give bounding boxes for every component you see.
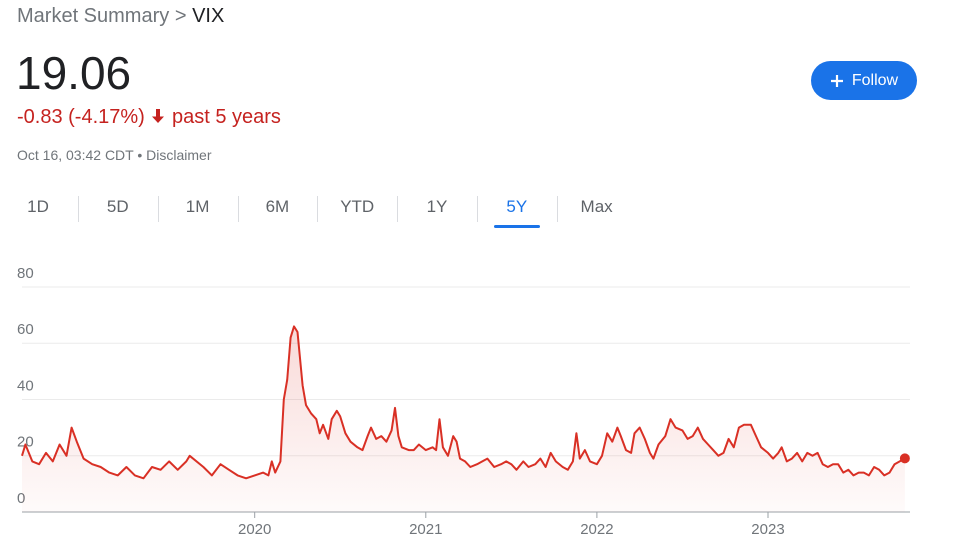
tab[interactable]: 5D — [106, 197, 129, 216]
tab[interactable]: 6M — [265, 197, 290, 216]
tab[interactable]: 1D — [27, 197, 49, 216]
tab-separator — [157, 196, 159, 222]
tab-underline — [493, 225, 540, 228]
change: -0.83 (-4.17%) — [17, 106, 145, 128]
tab-separator — [477, 196, 478, 222]
timestamp: Oct 16, 03:42 CDT — [17, 147, 134, 163]
y-tick-label: 0 — [17, 490, 25, 507]
tab[interactable]: 1M — [185, 197, 210, 216]
tab[interactable]: 5Y — [506, 197, 528, 216]
tab-separator — [556, 196, 558, 222]
change-period: past 5 years — [171, 106, 281, 128]
tab[interactable]: Max — [580, 197, 613, 216]
timestamp-row: Oct 16, 03:42 CDT • Disclaimer — [17, 147, 212, 163]
follow-label: Follow — [851, 71, 899, 89]
x-tick-label: 2020 — [238, 521, 271, 538]
tab[interactable]: YTD — [340, 197, 375, 216]
down-arrow — [152, 109, 165, 123]
tab-separator — [317, 196, 319, 222]
y-tick-label: 60 — [17, 321, 34, 338]
tab-separator — [237, 196, 239, 222]
line — [21, 325, 906, 480]
breadcrumb-separator: > — [174, 5, 187, 27]
x-tick-label: 2022 — [580, 521, 613, 538]
disclaimer[interactable]: Disclaimer — [146, 147, 212, 163]
last-point — [899, 453, 910, 464]
area — [22, 326, 905, 512]
y-tick-label: 40 — [17, 377, 34, 394]
x-tick-label: 2023 — [751, 521, 784, 538]
price: 19.06 — [16, 47, 132, 99]
follow-button[interactable]: Follow — [811, 61, 917, 100]
tab-separator — [397, 196, 399, 222]
y-tick-label: 20 — [17, 434, 34, 451]
change-row: -0.83 (-4.17%) past 5 years — [17, 106, 281, 129]
x-tick-label: 2021 — [409, 521, 442, 538]
tab[interactable]: 1Y — [426, 197, 448, 216]
bullet: • — [137, 147, 143, 163]
y-tick-label: 80 — [17, 265, 34, 282]
plus-icon — [830, 74, 843, 87]
breadcrumb: Market Summary > VIX — [17, 5, 224, 28]
breadcrumb-current: VIX — [192, 5, 225, 27]
breadcrumb-parent[interactable]: Market Summary — [17, 5, 170, 27]
tab-separator — [78, 196, 79, 222]
